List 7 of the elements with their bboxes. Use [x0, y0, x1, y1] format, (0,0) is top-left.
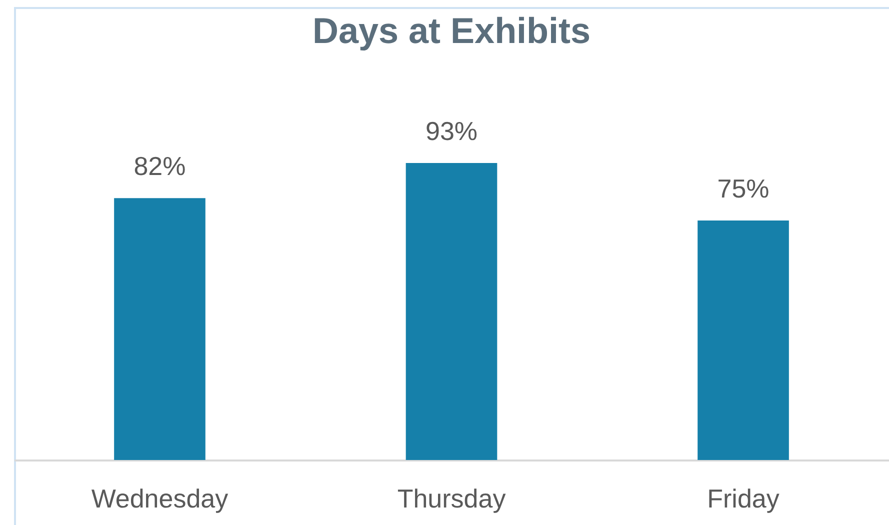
x-tick-label: Wednesday — [91, 484, 228, 514]
data-label: 75% — [717, 173, 770, 204]
data-label: 82% — [134, 151, 186, 182]
data-label: 93% — [425, 116, 478, 146]
chart-title: Days at Exhibits — [312, 10, 591, 51]
x-tick-label: Friday — [707, 484, 780, 514]
x-tick-label: Thursday — [397, 484, 506, 514]
